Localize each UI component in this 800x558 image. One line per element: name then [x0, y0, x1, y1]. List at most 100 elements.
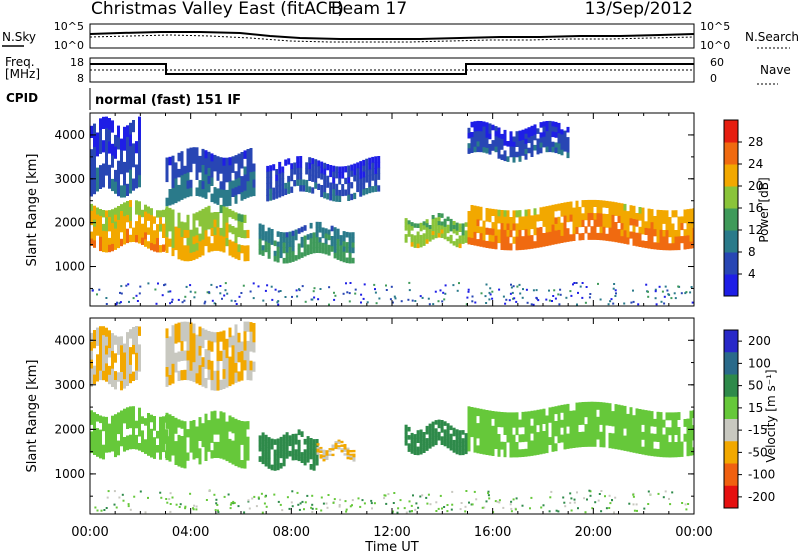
scatter-cell [671, 491, 674, 494]
scatter-cell [584, 409, 588, 418]
scatter-cell [277, 500, 280, 503]
scatter-cell [287, 158, 291, 165]
scatter-cell [516, 285, 519, 288]
scatter-cell [593, 213, 597, 221]
scatter-cell [458, 442, 462, 447]
scatter-cell [413, 438, 417, 443]
scatter-cell [204, 429, 208, 438]
scatter-cell [222, 244, 226, 253]
scatter-cell [348, 292, 351, 295]
scatter-cell [410, 226, 414, 231]
scatter-cell [572, 440, 576, 448]
xtick-label: 20:00 [575, 525, 612, 540]
scatter-cell [554, 230, 558, 238]
scatter-cell [123, 444, 126, 452]
scatter-cell [467, 224, 471, 232]
scatter-cell [650, 433, 654, 442]
scatter-cell [548, 136, 552, 142]
scatter-cell [234, 243, 238, 252]
scatter-cell [183, 436, 187, 446]
scatter-cell [566, 228, 570, 236]
scatter-cell [334, 294, 337, 297]
scatter-cell [428, 237, 432, 242]
scatter-cell [335, 166, 339, 173]
scatter-cell [285, 232, 289, 238]
scatter-cell [456, 289, 459, 292]
scatter-cell [216, 219, 220, 228]
scatter-cell [686, 215, 690, 223]
scatter-cell [569, 208, 573, 216]
scatter-cell [542, 126, 546, 133]
scatter-cell [629, 231, 633, 239]
scatter-cell [123, 216, 126, 224]
scatter-cell [644, 425, 648, 433]
scatter-cell [105, 438, 108, 446]
scatter-cell [308, 168, 312, 176]
scatter-cell [183, 245, 187, 254]
scatter-cell [127, 283, 130, 286]
scatter-cell [226, 292, 229, 295]
scatter-cell [338, 178, 342, 185]
scatter-cell [548, 231, 552, 239]
scatter-cell [557, 427, 561, 436]
scatter-cell [132, 335, 135, 346]
scatter-cell [264, 450, 268, 457]
scatter-cell [126, 367, 129, 378]
scatter-cell [479, 423, 483, 432]
scatter-cell [93, 433, 96, 441]
scatter-cell [671, 243, 675, 251]
scatter-cell [632, 493, 635, 496]
scatter-cell [563, 140, 567, 147]
scatter-cell [519, 292, 522, 295]
scatter-cell [257, 497, 260, 500]
scatter-cell [213, 380, 217, 391]
scatter-cell [608, 494, 611, 497]
scatter-cell [216, 156, 220, 165]
scatter-cell [548, 218, 552, 226]
scatter-cell [237, 371, 241, 382]
scatter-cell [488, 228, 492, 236]
scatter-cell [439, 494, 442, 497]
scatter-cell [446, 236, 450, 242]
scatter-cell [108, 437, 111, 446]
scatter-cell [165, 328, 169, 339]
scatter-cell [117, 226, 120, 235]
scatter-cell [267, 237, 271, 244]
scatter-cell [602, 424, 606, 433]
scatter-cell [494, 411, 498, 420]
scatter-cell [189, 252, 193, 261]
ytick-label: 4000 [54, 333, 85, 347]
scatter-cell [575, 213, 579, 221]
scatter-cell [281, 166, 285, 173]
scatter-cell [506, 230, 510, 238]
scatter-cell [114, 371, 117, 381]
scatter-cell [461, 223, 465, 228]
scatter-cell [297, 429, 301, 436]
scatter-cell [201, 431, 205, 440]
scatter-cell [326, 506, 329, 509]
scatter-cell [551, 406, 555, 415]
scatter-cell [377, 173, 381, 180]
scatter-cell [596, 416, 600, 425]
scatter-cell [617, 412, 621, 420]
scatter-cell [270, 239, 274, 245]
scatter-cell [234, 353, 238, 364]
colorbar-segment [724, 208, 738, 231]
scatter-cell [491, 290, 494, 293]
scatter-cell [346, 291, 349, 294]
scatter-cell [566, 418, 570, 427]
scatter-cell [296, 167, 300, 175]
scatter-cell [215, 286, 218, 289]
scatter-cell [177, 458, 181, 467]
scatter-cell [536, 417, 540, 426]
scatter-cell [234, 212, 238, 221]
scatter-cell [349, 455, 353, 458]
scatter-cell [201, 438, 205, 448]
scatter-cell [312, 465, 316, 471]
scatter-cell [329, 194, 333, 201]
scatter-cell [246, 321, 250, 332]
scatter-cell [500, 223, 504, 231]
scatter-cell [269, 171, 273, 178]
scatter-cell [174, 425, 178, 434]
